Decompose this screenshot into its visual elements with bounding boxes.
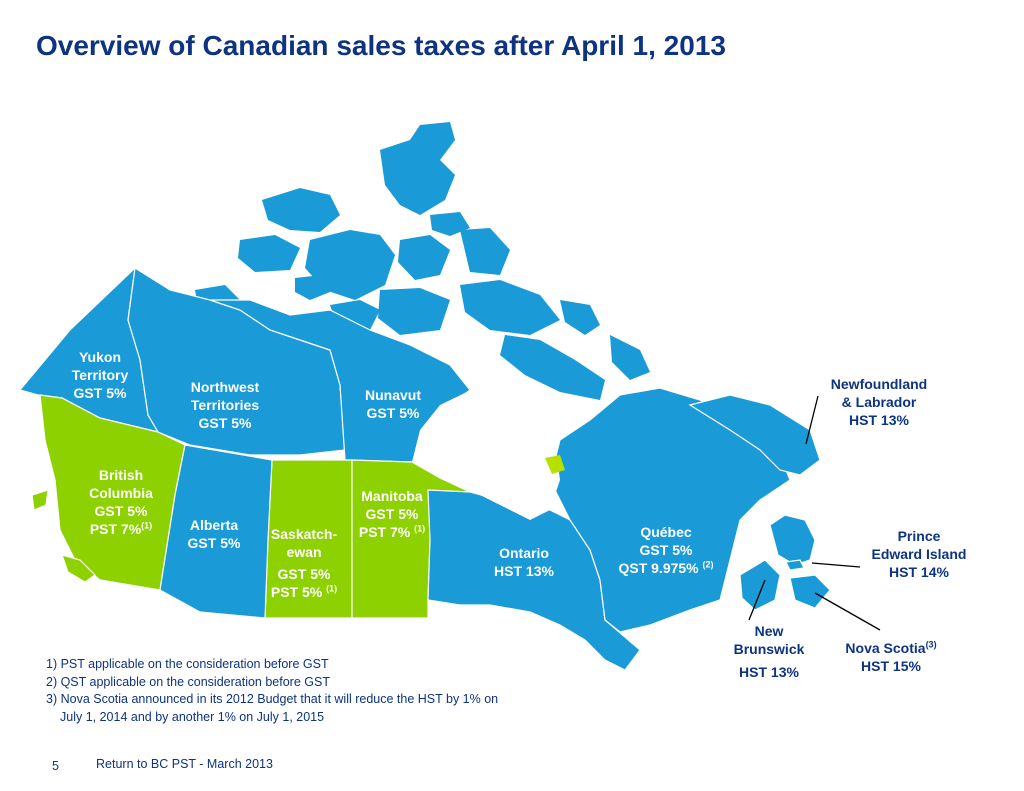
quebec-name: Québec — [640, 524, 692, 540]
saskatchewan-tax-2: PST 5% (1) — [264, 583, 344, 601]
bc-name-1: British — [98, 467, 144, 483]
yukon-label: Yukon Territory GST 5% — [60, 348, 140, 402]
new-brunswick-tax: HST 13% — [739, 664, 799, 680]
manitoba-label: Manitoba GST 5% PST 7% (1) — [352, 487, 432, 541]
nwt-name-2: Territories — [190, 397, 260, 413]
manitoba-tax-1: GST 5% — [365, 506, 419, 522]
footnotes: 1) PST applicable on the consideration b… — [46, 656, 498, 726]
pei-tax: HST 14% — [889, 564, 949, 580]
saskatchewan-tax-1: GST 5% — [277, 566, 331, 582]
newfoundland-name-2: & Labrador — [841, 394, 917, 410]
ontario-name: Ontario — [499, 545, 549, 561]
nova-scotia-tax: HST 15% — [861, 658, 921, 674]
nwt-tax: GST 5% — [198, 415, 252, 431]
quebec-note: (2) — [702, 559, 714, 570]
quebec-label: Québec GST 5% QST 9.975% (2) — [608, 523, 724, 577]
saskatchewan-tax-2-text: PST 5% — [270, 584, 323, 600]
nunavut-name: Nunavut — [365, 387, 421, 403]
territories — [18, 266, 471, 463]
bc-tax-1: GST 5% — [94, 503, 148, 519]
footer-text: Return to BC PST - March 2013 — [96, 757, 273, 771]
footnote-2: 2) QST applicable on the consideration b… — [46, 674, 330, 689]
quebec-tax-2-text: QST 9.975% — [618, 560, 699, 576]
pei-region — [785, 559, 805, 571]
newfoundland-label: Newfoundland & Labrador HST 13% — [812, 375, 946, 429]
eastern-provinces — [427, 387, 831, 671]
nwt-name-1: Northwest — [190, 379, 260, 395]
bc-islands — [31, 489, 49, 511]
quebec-region — [549, 387, 791, 633]
hudson-bay-island — [545, 455, 565, 474]
bc-tax-2-text: PST 7% — [89, 521, 142, 537]
bc-tax-2: PST 7%(1) — [76, 520, 166, 538]
nova-scotia-label: Nova Scotia(3) HST 15% — [832, 639, 950, 675]
labrador-region — [688, 394, 821, 476]
nova-scotia-note: (3) — [925, 639, 937, 650]
manitoba-name: Manitoba — [361, 488, 423, 504]
manitoba-tax-2-text: PST 7% — [358, 524, 411, 540]
alberta-tax: GST 5% — [187, 535, 241, 551]
saskatchewan-name-1: Saskatch- — [270, 526, 338, 542]
alberta-label: Alberta GST 5% — [176, 516, 252, 552]
new-brunswick-label: New Brunswick HST 13% — [724, 622, 814, 681]
saskatchewan-name-2: ewan — [286, 544, 322, 560]
alberta-region — [159, 444, 273, 619]
ontario-tax: HST 13% — [494, 563, 554, 579]
manitoba-tax-2: PST 7% (1) — [352, 523, 432, 541]
ontario-label: Ontario HST 13% — [484, 544, 564, 580]
yukon-name-1: Yukon — [78, 349, 121, 365]
saskatchewan-note: (1) — [326, 583, 338, 594]
nova-scotia-name-line: Nova Scotia(3) — [832, 639, 950, 657]
new-brunswick-region — [739, 559, 781, 611]
pei-name-1: Prince — [897, 528, 941, 544]
footnote-1: 1) PST applicable on the consideration b… — [46, 657, 329, 671]
nwt-label: Northwest Territories GST 5% — [175, 378, 275, 432]
newfoundland-name-1: Newfoundland — [830, 376, 928, 392]
leader-lines — [748, 395, 881, 631]
footnote-3: 3) Nova Scotia announced in its 2012 Bud… — [46, 692, 499, 706]
manitoba-note: (1) — [414, 523, 426, 534]
newfoundland-tax: HST 13% — [849, 412, 909, 428]
nova-scotia-name: Nova Scotia — [845, 640, 926, 656]
alberta-name: Alberta — [189, 517, 239, 533]
bc-note: (1) — [141, 520, 153, 531]
page-title: Overview of Canadian sales taxes after A… — [36, 30, 726, 61]
new-brunswick-name-1: New — [754, 623, 784, 639]
pei-label: Prince Edward Island HST 14% — [858, 527, 980, 581]
hudson-bay — [412, 388, 560, 520]
bc-name-2: Columbia — [89, 485, 153, 501]
yukon-tax: GST 5% — [73, 385, 127, 401]
newfoundland-region — [769, 514, 816, 566]
bc-vancouver-island — [61, 554, 96, 583]
yukon-name-2: Territory — [71, 367, 129, 383]
saskatchewan-label: Saskatch- ewan GST 5% PST 5% (1) — [264, 525, 344, 601]
footnote-3-continued: July 1, 2014 and by another 1% on July 1… — [60, 709, 325, 724]
bc-label: British Columbia GST 5% PST 7%(1) — [76, 466, 166, 538]
pei-name-2: Edward Island — [871, 546, 967, 562]
quebec-tax-1: GST 5% — [639, 542, 693, 558]
nova-scotia-region — [789, 574, 831, 609]
new-brunswick-name-2: Brunswick — [733, 641, 805, 657]
quebec-tax-2: QST 9.975% (2) — [608, 559, 724, 577]
nunavut-tax: GST 5% — [366, 405, 420, 421]
page-number: 5 — [52, 759, 59, 773]
nunavut-label: Nunavut GST 5% — [350, 386, 436, 422]
